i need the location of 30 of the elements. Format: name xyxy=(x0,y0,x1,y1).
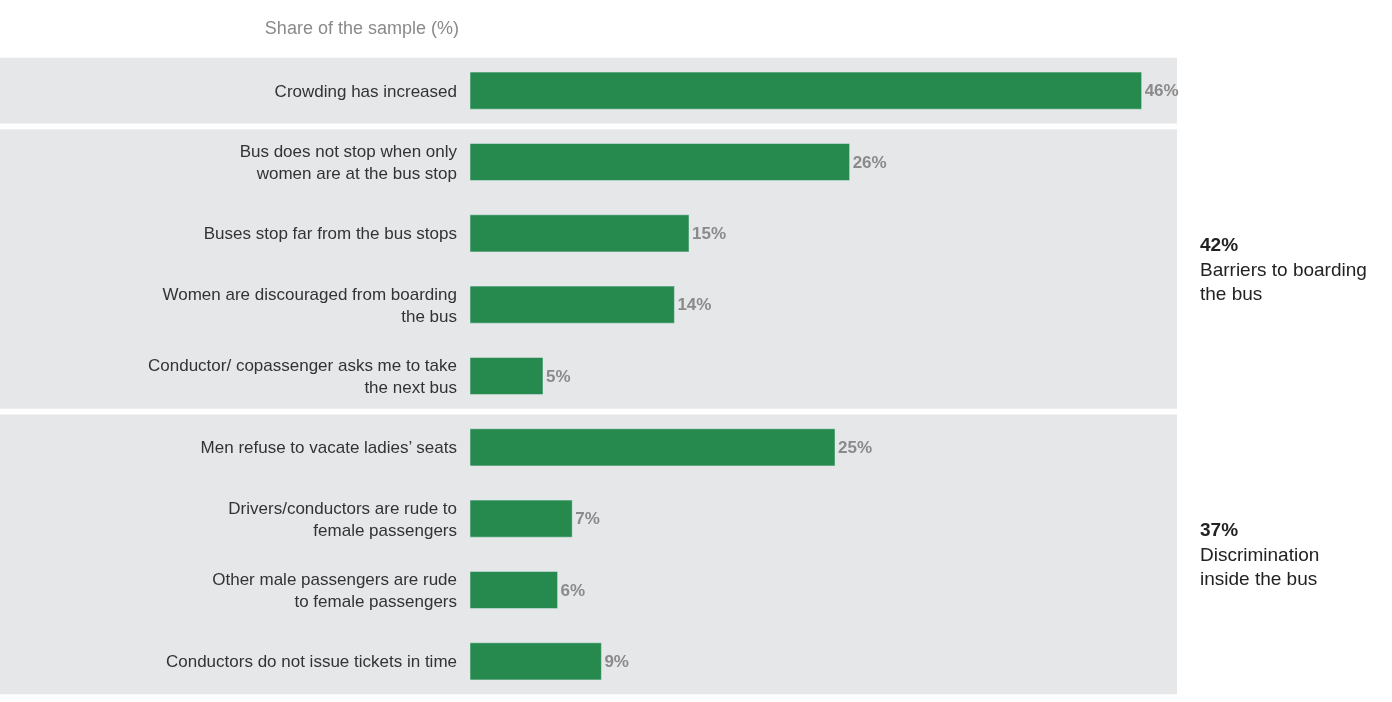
data-label: 25% xyxy=(838,437,873,457)
bar xyxy=(470,143,850,181)
data-label: 46% xyxy=(1144,81,1179,101)
bar xyxy=(470,71,1142,110)
y-tick-label: Women are discouraged from boarding the bus xyxy=(162,284,457,326)
bar xyxy=(470,357,544,395)
data-label: 9% xyxy=(604,651,629,671)
data-label: 7% xyxy=(575,509,600,529)
y-tick-label: Bus does not stop when only women are at the bus stop xyxy=(239,141,458,183)
y-tick-label: Conductors do not issue tickets in time xyxy=(165,652,457,672)
bar xyxy=(470,571,558,609)
y-tick-label: Buses stop far from the bus stops xyxy=(203,224,457,244)
y-tick-label: Men refuse to vacate ladies’ seats xyxy=(200,438,457,458)
chart-title: Share of the sample (%) xyxy=(264,17,459,38)
data-label: 14% xyxy=(677,295,712,315)
data-label: 26% xyxy=(852,152,887,172)
y-tick-label: Other male passengers are rude to female passengers xyxy=(212,569,457,611)
y-tick-label: Crowding has increased xyxy=(274,81,457,101)
y-tick-label: Conductor/ copassenger asks me to take the next bus xyxy=(148,355,457,397)
text: 42% Barriers to boarding the bus xyxy=(1200,234,1367,305)
text: 37% Discrimination inside the bus xyxy=(1200,519,1320,590)
bar xyxy=(470,285,675,324)
bar xyxy=(470,428,836,467)
bar xyxy=(470,499,573,538)
data-label: 5% xyxy=(546,366,571,386)
bar xyxy=(470,214,690,253)
bar xyxy=(470,642,602,681)
data-label: 6% xyxy=(560,580,586,600)
y-tick-label: Drivers/conductors are rude to female passengers xyxy=(228,498,457,540)
data-label: 15% xyxy=(692,223,727,243)
